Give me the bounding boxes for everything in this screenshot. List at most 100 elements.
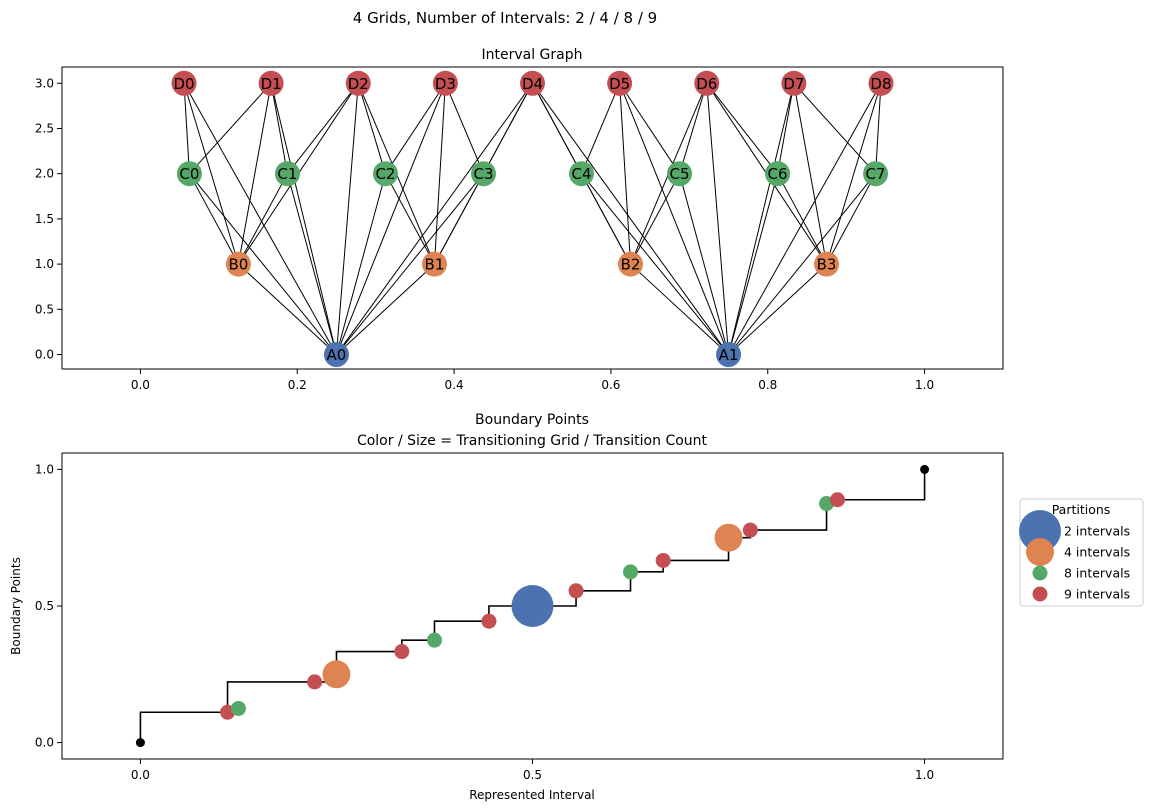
- graph-node-label: D0: [173, 75, 194, 93]
- x-tick-label: 0.2: [288, 378, 307, 392]
- graph-node-d8: [868, 70, 894, 96]
- graph-edge: [728, 83, 882, 355]
- graph-edge: [532, 83, 582, 174]
- graph-edge: [237, 83, 272, 265]
- graph-edge: [679, 173, 730, 355]
- graph-edge: [581, 83, 621, 174]
- y-tick-label: 1.0: [35, 257, 54, 271]
- legend-label: 8 intervals: [1064, 566, 1130, 581]
- graph-node-d1: [258, 70, 284, 96]
- graph-node-c3: [470, 161, 496, 187]
- graph-edge: [728, 83, 795, 355]
- graph-edge: [189, 173, 337, 355]
- graph-edge: [433, 83, 446, 265]
- graph-node-d4: [520, 70, 545, 96]
- graph-edge: [189, 82, 272, 175]
- graph-node-label: C6: [768, 165, 788, 183]
- graph-node-label: C5: [670, 165, 690, 183]
- interval-graph-y-axis: 0.0 0.5 1.0 1.5 2.0 2.5 3.0: [35, 76, 62, 362]
- boundary-endpoint: [920, 464, 930, 474]
- graph-node-label: D5: [609, 75, 630, 93]
- x-tick-label: 0.5: [523, 768, 542, 782]
- y-tick-label: 3.0: [35, 76, 54, 90]
- graph-edge: [335, 173, 386, 355]
- graph-node-label: D2: [348, 75, 369, 93]
- partitions-legend: Partitions 2 intervals 4 intervals 8 inter…: [1019, 498, 1144, 607]
- graph-node-b2: [618, 251, 644, 277]
- boundary-points-markers: [135, 464, 930, 748]
- graph-edge: [777, 173, 828, 265]
- graph-node-label: D4: [522, 75, 543, 93]
- y-tick-label: 0.0: [35, 736, 54, 750]
- x-tick-label: 0.6: [601, 378, 620, 392]
- graph-node-label: D3: [435, 75, 456, 93]
- graph-edge: [532, 82, 729, 355]
- x-tick-label: 0.0: [131, 768, 150, 782]
- graph-node-b3: [814, 251, 840, 277]
- graph-node-c0: [176, 161, 202, 187]
- legend-marker-3: [1032, 565, 1048, 581]
- legend-title: Partitions: [1052, 502, 1111, 517]
- y-tick-label: 0.5: [35, 302, 54, 316]
- graph-edge: [444, 83, 484, 174]
- legend-marker-2: [1026, 538, 1054, 566]
- interval-graph-title: Interval Graph: [481, 47, 582, 63]
- x-tick-label: 1.0: [915, 378, 934, 392]
- boundary-point-grid-9: [394, 644, 410, 660]
- graph-edge: [270, 83, 337, 355]
- y-tick-label: 0.5: [35, 599, 54, 613]
- graph-edge: [630, 263, 729, 355]
- graph-edge: [826, 83, 882, 265]
- graph-edge: [357, 83, 386, 174]
- graph-node-label: B0: [229, 256, 249, 274]
- graph-edge: [793, 82, 876, 175]
- graph-node-d5: [607, 70, 633, 96]
- graph-edge: [777, 83, 795, 174]
- boundary-point-grid-4: [714, 523, 743, 552]
- graph-node-label: C2: [375, 165, 395, 183]
- graph-node-d2: [345, 70, 371, 96]
- y-tick-label: 1.0: [35, 462, 54, 476]
- interval-graph-x-axis: 0.0 0.2 0.4 0.6 0.8 1.0: [131, 369, 934, 392]
- boundary-point-grid-4: [322, 660, 351, 689]
- graph-edge: [336, 173, 484, 355]
- graph-node-label: D6: [696, 75, 717, 93]
- interval-graph-axes-frame: [61, 66, 1004, 370]
- legend-label: 9 intervals: [1064, 587, 1130, 602]
- y-tick-label: 1.5: [35, 212, 54, 226]
- boundary-point-grid-9: [829, 492, 845, 508]
- graph-node-c6: [765, 161, 791, 187]
- graph-edge: [335, 83, 359, 355]
- legend-marker-4: [1032, 586, 1048, 602]
- interval-graph-panel: Interval Graph A0 A1 B0 B1 B2 B3 C0 C1 C2 C3 C4 C5 C…: [35, 47, 1004, 392]
- interval-graph-nodes: A0 A1 B0 B1 B2 B3 C0 C1 C2 C3 C4 C5 C6 C7 D0 D1 D2 D3 D4 D5…: [171, 70, 894, 368]
- boundary-points-title: Boundary Points: [475, 412, 589, 428]
- graph-edge: [793, 83, 828, 265]
- y-tick-label: 0.0: [35, 348, 54, 362]
- graph-node-d0: [171, 70, 197, 96]
- graph-node-c1: [274, 161, 300, 187]
- graph-edge: [336, 263, 435, 355]
- graph-edge: [335, 83, 446, 355]
- boundary-points-ylabel: Boundary Points: [9, 557, 23, 655]
- graph-node-c7: [863, 161, 889, 187]
- graph-edge: [336, 82, 533, 355]
- graph-edge: [183, 83, 239, 265]
- graph-node-a1: [716, 342, 742, 368]
- boundary-points-xlabel: Represented Interval: [469, 788, 595, 802]
- boundary-point-grid-8: [230, 700, 246, 716]
- graph-node-b0: [225, 251, 251, 277]
- graph-node-label: A1: [719, 346, 739, 364]
- graph-edge: [270, 83, 288, 174]
- x-tick-label: 1.0: [915, 768, 934, 782]
- boundary-points-panel: Boundary Points Color / Size = Transitio…: [9, 412, 1144, 802]
- legend-marker-1: [1019, 510, 1061, 552]
- graph-edge: [287, 82, 359, 175]
- graph-node-label: C4: [571, 165, 591, 183]
- graph-edge: [183, 83, 190, 174]
- graph-node-c2: [372, 161, 398, 187]
- boundary-point-grid-8: [426, 632, 442, 648]
- boundary-endpoint: [135, 738, 145, 748]
- graph-node-label: D1: [261, 75, 282, 93]
